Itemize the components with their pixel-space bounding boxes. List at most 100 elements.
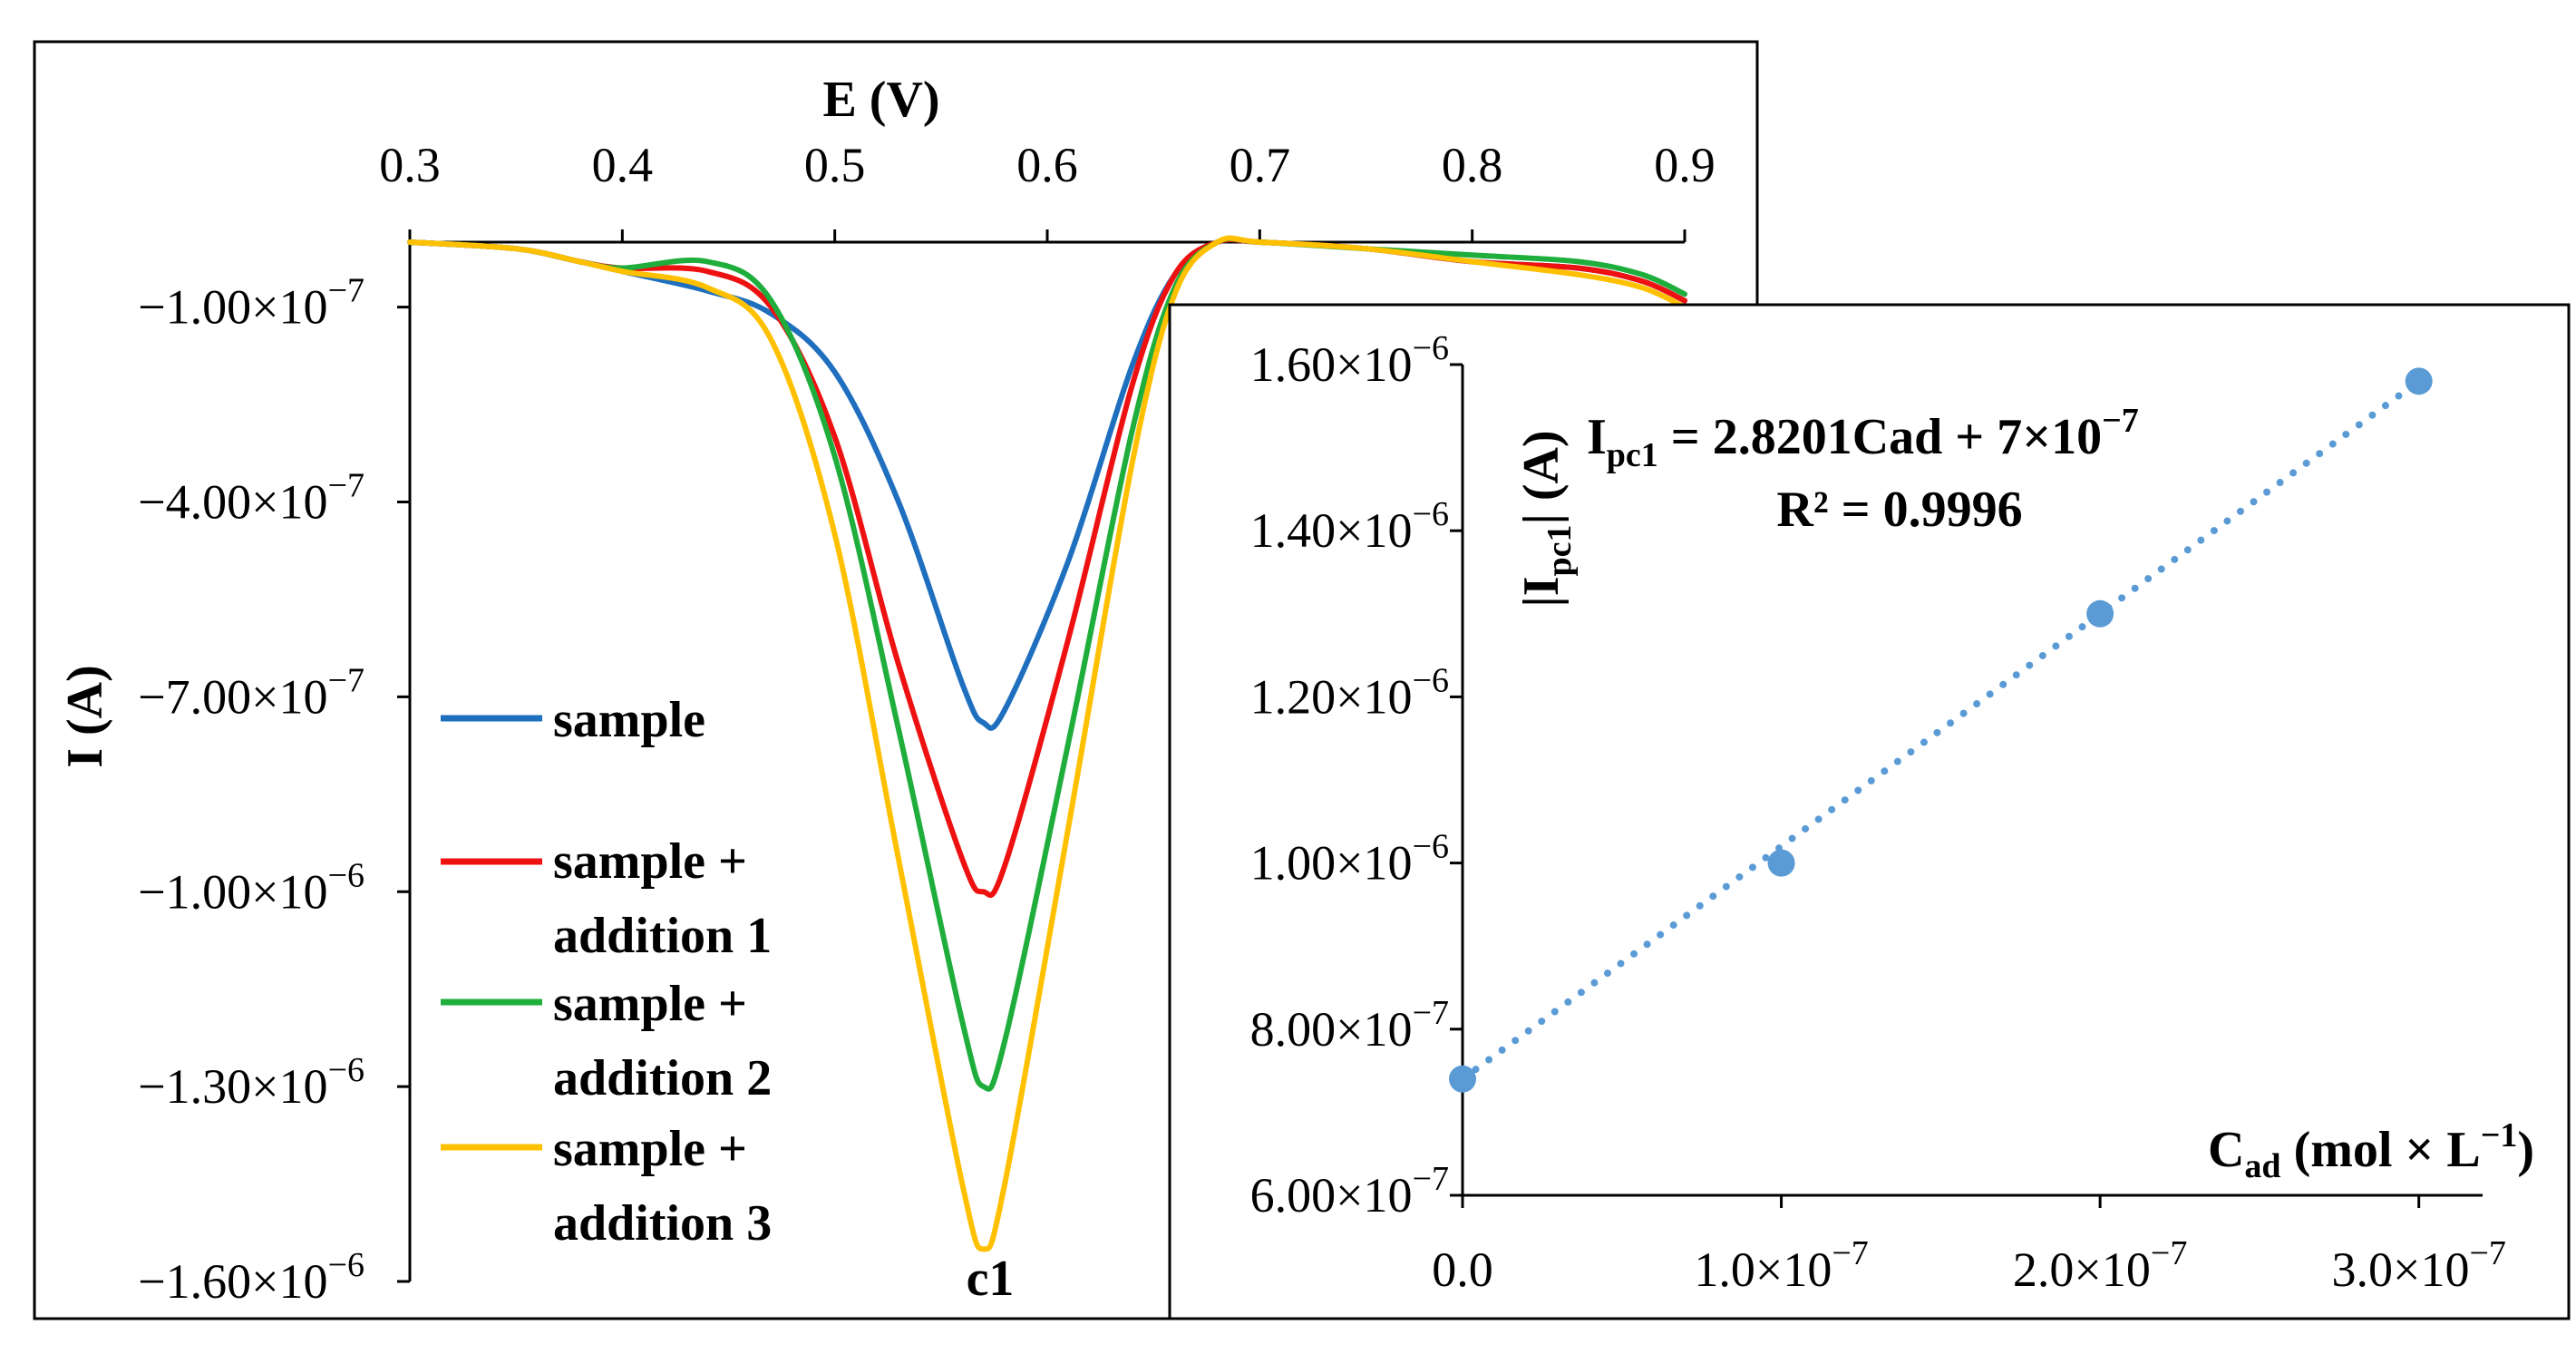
inset-y-title-suffix: | (A) (1513, 430, 1570, 524)
peak-label-c1: c1 (967, 1251, 1015, 1307)
legend-label-addition-1-line2: addition 1 (553, 908, 772, 964)
calibration-point (1767, 849, 1795, 877)
trendline-eq-body: = 2.8201Cad + 7×10 (1658, 409, 2102, 465)
inset-y-tick-label-exp: −6 (1413, 495, 1449, 533)
trendline-eq-exp: −7 (2102, 402, 2139, 440)
inset-y-title-sub: pc1 (1541, 524, 1579, 576)
inset-y-tick-label: 1.20×10−6 (1250, 661, 1449, 724)
inset-x-axis-title: Cad (mol × L−1) (2208, 1116, 2534, 1185)
trendline-equation: Ipc1 = 2.8201Cad + 7×10−7 (1587, 402, 2139, 474)
left-x-tick-label-base: 0.4 (592, 138, 654, 192)
inset-x-tick-label-exp: −7 (2469, 1234, 2505, 1272)
left-x-ticks: 0.3 0.4 0.5 0.6 0.7 0.8 0.9 (379, 138, 1716, 242)
left-x-tick-label-base: 0.7 (1230, 138, 1291, 192)
left-x-tick-label-base: 0.8 (1442, 138, 1503, 192)
inset-x-ticks: 0.0 1.0×10−7 2.0×10−7 3.0×10−7 (1432, 1195, 2506, 1297)
inset-x-tick-label: 3.0×10−7 (2331, 1234, 2505, 1297)
left-y-tick-label-base: −4.00×10 (138, 475, 327, 530)
left-x-tick-label: 0.4 (592, 138, 654, 192)
trendline-r-squared: R² = 0.9996 (1776, 482, 2022, 538)
left-y-tick-label-exp: −7 (328, 661, 365, 699)
left-y-tick-label-base: −1.30×10 (138, 1059, 327, 1114)
inset-x-title-end: ) (2517, 1122, 2534, 1178)
left-y-tick-label-base: −1.00×10 (138, 280, 327, 335)
inset-y-tick-label-base: 8.00×10 (1250, 1002, 1413, 1057)
left-x-tick-label: 0.9 (1654, 138, 1716, 192)
inset-y-tick-label: 6.00×10−7 (1250, 1160, 1449, 1222)
left-y-tick-label-exp: −7 (328, 272, 365, 310)
left-y-tick-label-exp: −6 (328, 856, 365, 894)
trendline (1459, 377, 2423, 1083)
left-x-axis-title: E (V) (822, 72, 939, 128)
left-y-tick-label-base: −7.00×10 (138, 669, 327, 724)
legend-label-addition-2-line2: addition 2 (553, 1050, 772, 1106)
legend-entry-addition-3: sample + addition 3 (441, 1121, 772, 1252)
left-x-tick-label: 0.6 (1016, 138, 1078, 192)
legend-entry-addition-1: sample + addition 1 (441, 833, 772, 964)
legend-label-addition-2-line1: sample + (553, 976, 747, 1032)
left-y-tick-label: −4.00×10−7 (138, 467, 365, 530)
inset-y-tick-label: 8.00×10−7 (1250, 994, 1449, 1057)
inset-y-tick-label-base: 6.00×10 (1250, 1168, 1413, 1222)
inset-y-tick-label-exp: −7 (1413, 994, 1449, 1032)
left-y-tick-label-base: −1.00×10 (138, 864, 327, 919)
inset-x-title-unit: (mol × L (2281, 1122, 2481, 1178)
calibration-point (2405, 367, 2433, 395)
inset-x-tick-label-base: 1.0×10 (1694, 1242, 1832, 1297)
inset-y-axis-title: |Ipc1| (A) (1513, 430, 1579, 607)
inset-y-tick-label-exp: −6 (1413, 828, 1449, 866)
inset-y-ticks: 6.00×10−78.00×10−71.00×10−61.20×10−61.40… (1250, 329, 1463, 1222)
inset-trendline (1459, 377, 2423, 1083)
left-y-axis-title: I (A) (57, 665, 113, 768)
inset-x-tick-label-base: 0.0 (1432, 1242, 1493, 1297)
inset-y-tick-label-exp: −7 (1413, 1160, 1449, 1198)
legend-label-addition-3-line2: addition 3 (553, 1195, 772, 1252)
left-x-tick-label: 0.5 (804, 138, 866, 192)
legend: sample sample + addition 1 sample + addi… (441, 692, 772, 1252)
legend-entry-sample: sample (441, 692, 705, 748)
inset-x-tick-label-exp: −7 (2151, 1234, 2187, 1272)
left-x-tick-label: 0.8 (1442, 138, 1503, 192)
inset-x-tick-label: 1.0×10−7 (1694, 1234, 1868, 1297)
legend-entry-addition-2: sample + addition 2 (441, 976, 772, 1106)
left-y-tick-label: −1.00×10−7 (138, 272, 365, 335)
legend-label-addition-3-line1: sample + (553, 1121, 747, 1177)
left-y-tick-label-exp: −6 (328, 1051, 365, 1089)
legend-label-sample: sample (553, 692, 705, 748)
trendline-eq-prefix: I (1587, 409, 1607, 465)
inset-x-title-sub: ad (2244, 1147, 2280, 1185)
left-x-tick-label-base: 0.3 (379, 138, 441, 192)
left-y-tick-label-exp: −7 (328, 467, 365, 505)
left-y-tick-label: −1.30×10−6 (138, 1051, 365, 1114)
left-y-tick-label: −1.60×10−6 (138, 1246, 365, 1309)
left-y-tick-label-base: −1.60×10 (138, 1254, 327, 1309)
trendline-eq-sub: pc1 (1607, 436, 1658, 474)
inset-x-tick-label-base: 2.0×10 (2013, 1242, 2151, 1297)
inset-x-tick-label-base: 3.0×10 (2331, 1242, 2469, 1297)
legend-label-addition-1-line1: sample + (553, 833, 747, 890)
left-x-tick-label: 0.3 (379, 138, 441, 192)
inset-points (1449, 367, 2433, 1093)
left-y-tick-label-exp: −6 (328, 1246, 365, 1284)
inset-x-tick-label: 0.0 (1432, 1242, 1493, 1297)
left-y-ticks: −1.00×10−7−4.00×10−7−7.00×10−7−1.00×10−6… (138, 272, 410, 1309)
inset-y-tick-label: 1.00×10−6 (1250, 828, 1449, 891)
inset-y-tick-label-exp: −6 (1413, 661, 1449, 699)
series-line-addition-3 (407, 235, 1687, 1252)
left-series (407, 235, 1687, 1252)
inset-y-tick-label-base: 1.00×10 (1250, 836, 1413, 891)
inset-x-title-exp: −1 (2481, 1116, 2518, 1154)
inset-x-tick-label-exp: −7 (1832, 1234, 1868, 1272)
left-x-tick-label: 0.7 (1230, 138, 1291, 192)
inset-y-tick-label-base: 1.40×10 (1250, 503, 1413, 558)
calibration-chart: 0.0 1.0×10−7 2.0×10−7 3.0×10−7 6.00×10−78.0… (1168, 303, 2571, 1320)
left-x-tick-label-base: 0.6 (1016, 138, 1078, 192)
inset-x-tick-label: 2.0×10−7 (2013, 1234, 2187, 1297)
inset-y-title-prefix: |I (1513, 576, 1570, 607)
inset-y-tick-label: 1.40×10−6 (1250, 495, 1449, 558)
inset-y-tick-label-base: 1.20×10 (1250, 669, 1413, 724)
inset-x-title-c: C (2208, 1122, 2244, 1178)
left-x-tick-label-base: 0.9 (1654, 138, 1716, 192)
left-x-tick-label-base: 0.5 (804, 138, 866, 192)
